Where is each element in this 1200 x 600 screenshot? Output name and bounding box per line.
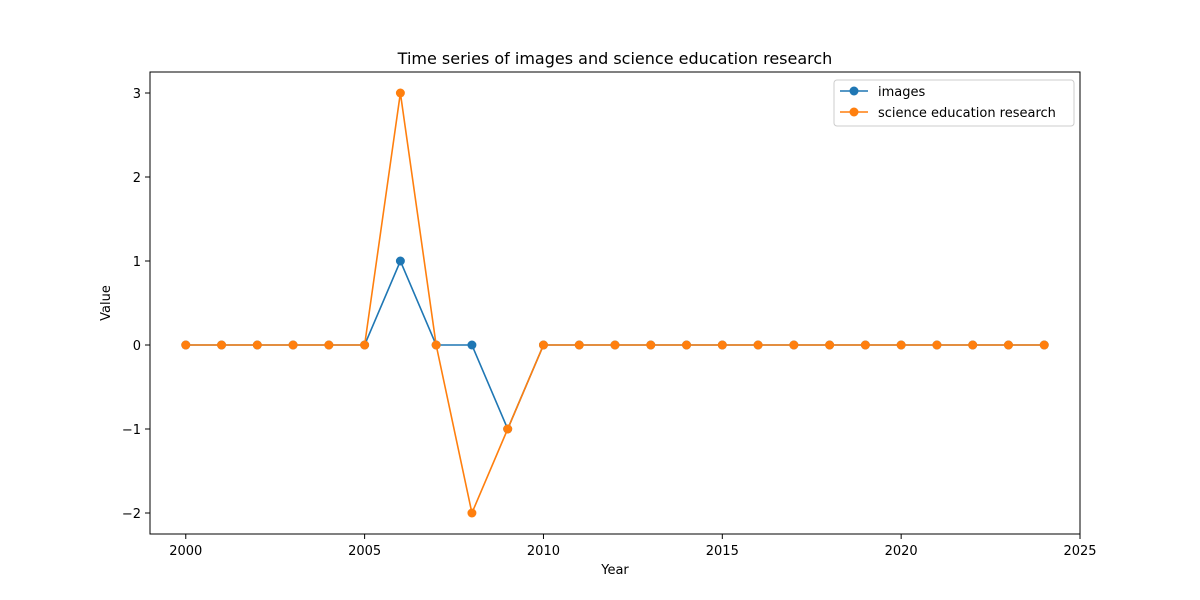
legend: images science education research bbox=[833, 79, 1075, 127]
data-point-science-education-research bbox=[932, 340, 942, 350]
data-point-science-education-research bbox=[717, 340, 727, 350]
data-point-science-education-research bbox=[860, 340, 870, 350]
y-axis: −2 −1 0 1 2 3 bbox=[122, 87, 150, 522]
data-point-science-education-research bbox=[825, 340, 835, 350]
data-point-science-education-research bbox=[503, 424, 513, 434]
x-tick-label: 2005 bbox=[348, 544, 381, 559]
chart-title: Time series of images and science educat… bbox=[397, 49, 833, 68]
data-point-science-education-research bbox=[682, 340, 692, 350]
data-point-science-education-research bbox=[574, 340, 584, 350]
series-science-education-research bbox=[181, 88, 1049, 518]
y-tick-label: 1 bbox=[133, 255, 141, 270]
legend-label-science-education-research: science education research bbox=[878, 106, 1056, 121]
legend-label-images: images bbox=[878, 85, 925, 100]
data-point-science-education-research bbox=[1039, 340, 1049, 350]
data-point-science-education-research bbox=[431, 340, 441, 350]
x-tick-label: 2020 bbox=[885, 544, 918, 559]
data-point-science-education-research bbox=[789, 340, 799, 350]
data-point-science-education-research bbox=[181, 340, 191, 350]
data-point-science-education-research bbox=[288, 340, 298, 350]
data-point-science-education-research bbox=[395, 88, 405, 98]
data-point-images bbox=[467, 340, 477, 350]
x-tick-label: 2000 bbox=[169, 544, 202, 559]
data-point-images bbox=[395, 256, 405, 266]
data-point-science-education-research bbox=[1003, 340, 1013, 350]
series-layer bbox=[181, 88, 1049, 518]
series-line-science-education-research bbox=[185, 92, 1045, 516]
data-point-science-education-research bbox=[610, 340, 620, 350]
y-axis-label: Value bbox=[99, 285, 114, 321]
y-tick-label: −2 bbox=[122, 507, 141, 522]
y-tick-label: −1 bbox=[122, 423, 141, 438]
data-point-science-education-research bbox=[968, 340, 978, 350]
data-point-science-education-research bbox=[467, 508, 477, 518]
data-point-science-education-research bbox=[217, 340, 227, 350]
data-point-science-education-research bbox=[646, 340, 656, 350]
legend-marker-images bbox=[849, 86, 859, 96]
plot-area-frame bbox=[149, 71, 1081, 535]
x-axis-label: Year bbox=[600, 563, 629, 578]
y-tick-label: 2 bbox=[133, 171, 141, 186]
y-tick-label: 3 bbox=[133, 87, 141, 102]
x-tick-label: 2015 bbox=[706, 544, 739, 559]
data-point-science-education-research bbox=[252, 340, 262, 350]
data-point-science-education-research bbox=[324, 340, 334, 350]
legend-box bbox=[833, 79, 1075, 127]
y-tick-label: 0 bbox=[133, 339, 141, 354]
data-point-science-education-research bbox=[753, 340, 763, 350]
x-tick-label: 2010 bbox=[527, 544, 560, 559]
x-tick-label: 2025 bbox=[1063, 544, 1096, 559]
data-point-science-education-research bbox=[538, 340, 548, 350]
x-axis: 2000 2005 2010 2015 2020 2025 bbox=[169, 534, 1097, 559]
data-point-science-education-research bbox=[896, 340, 906, 350]
legend-marker-science-education-research bbox=[849, 107, 859, 117]
data-point-science-education-research bbox=[360, 340, 370, 350]
